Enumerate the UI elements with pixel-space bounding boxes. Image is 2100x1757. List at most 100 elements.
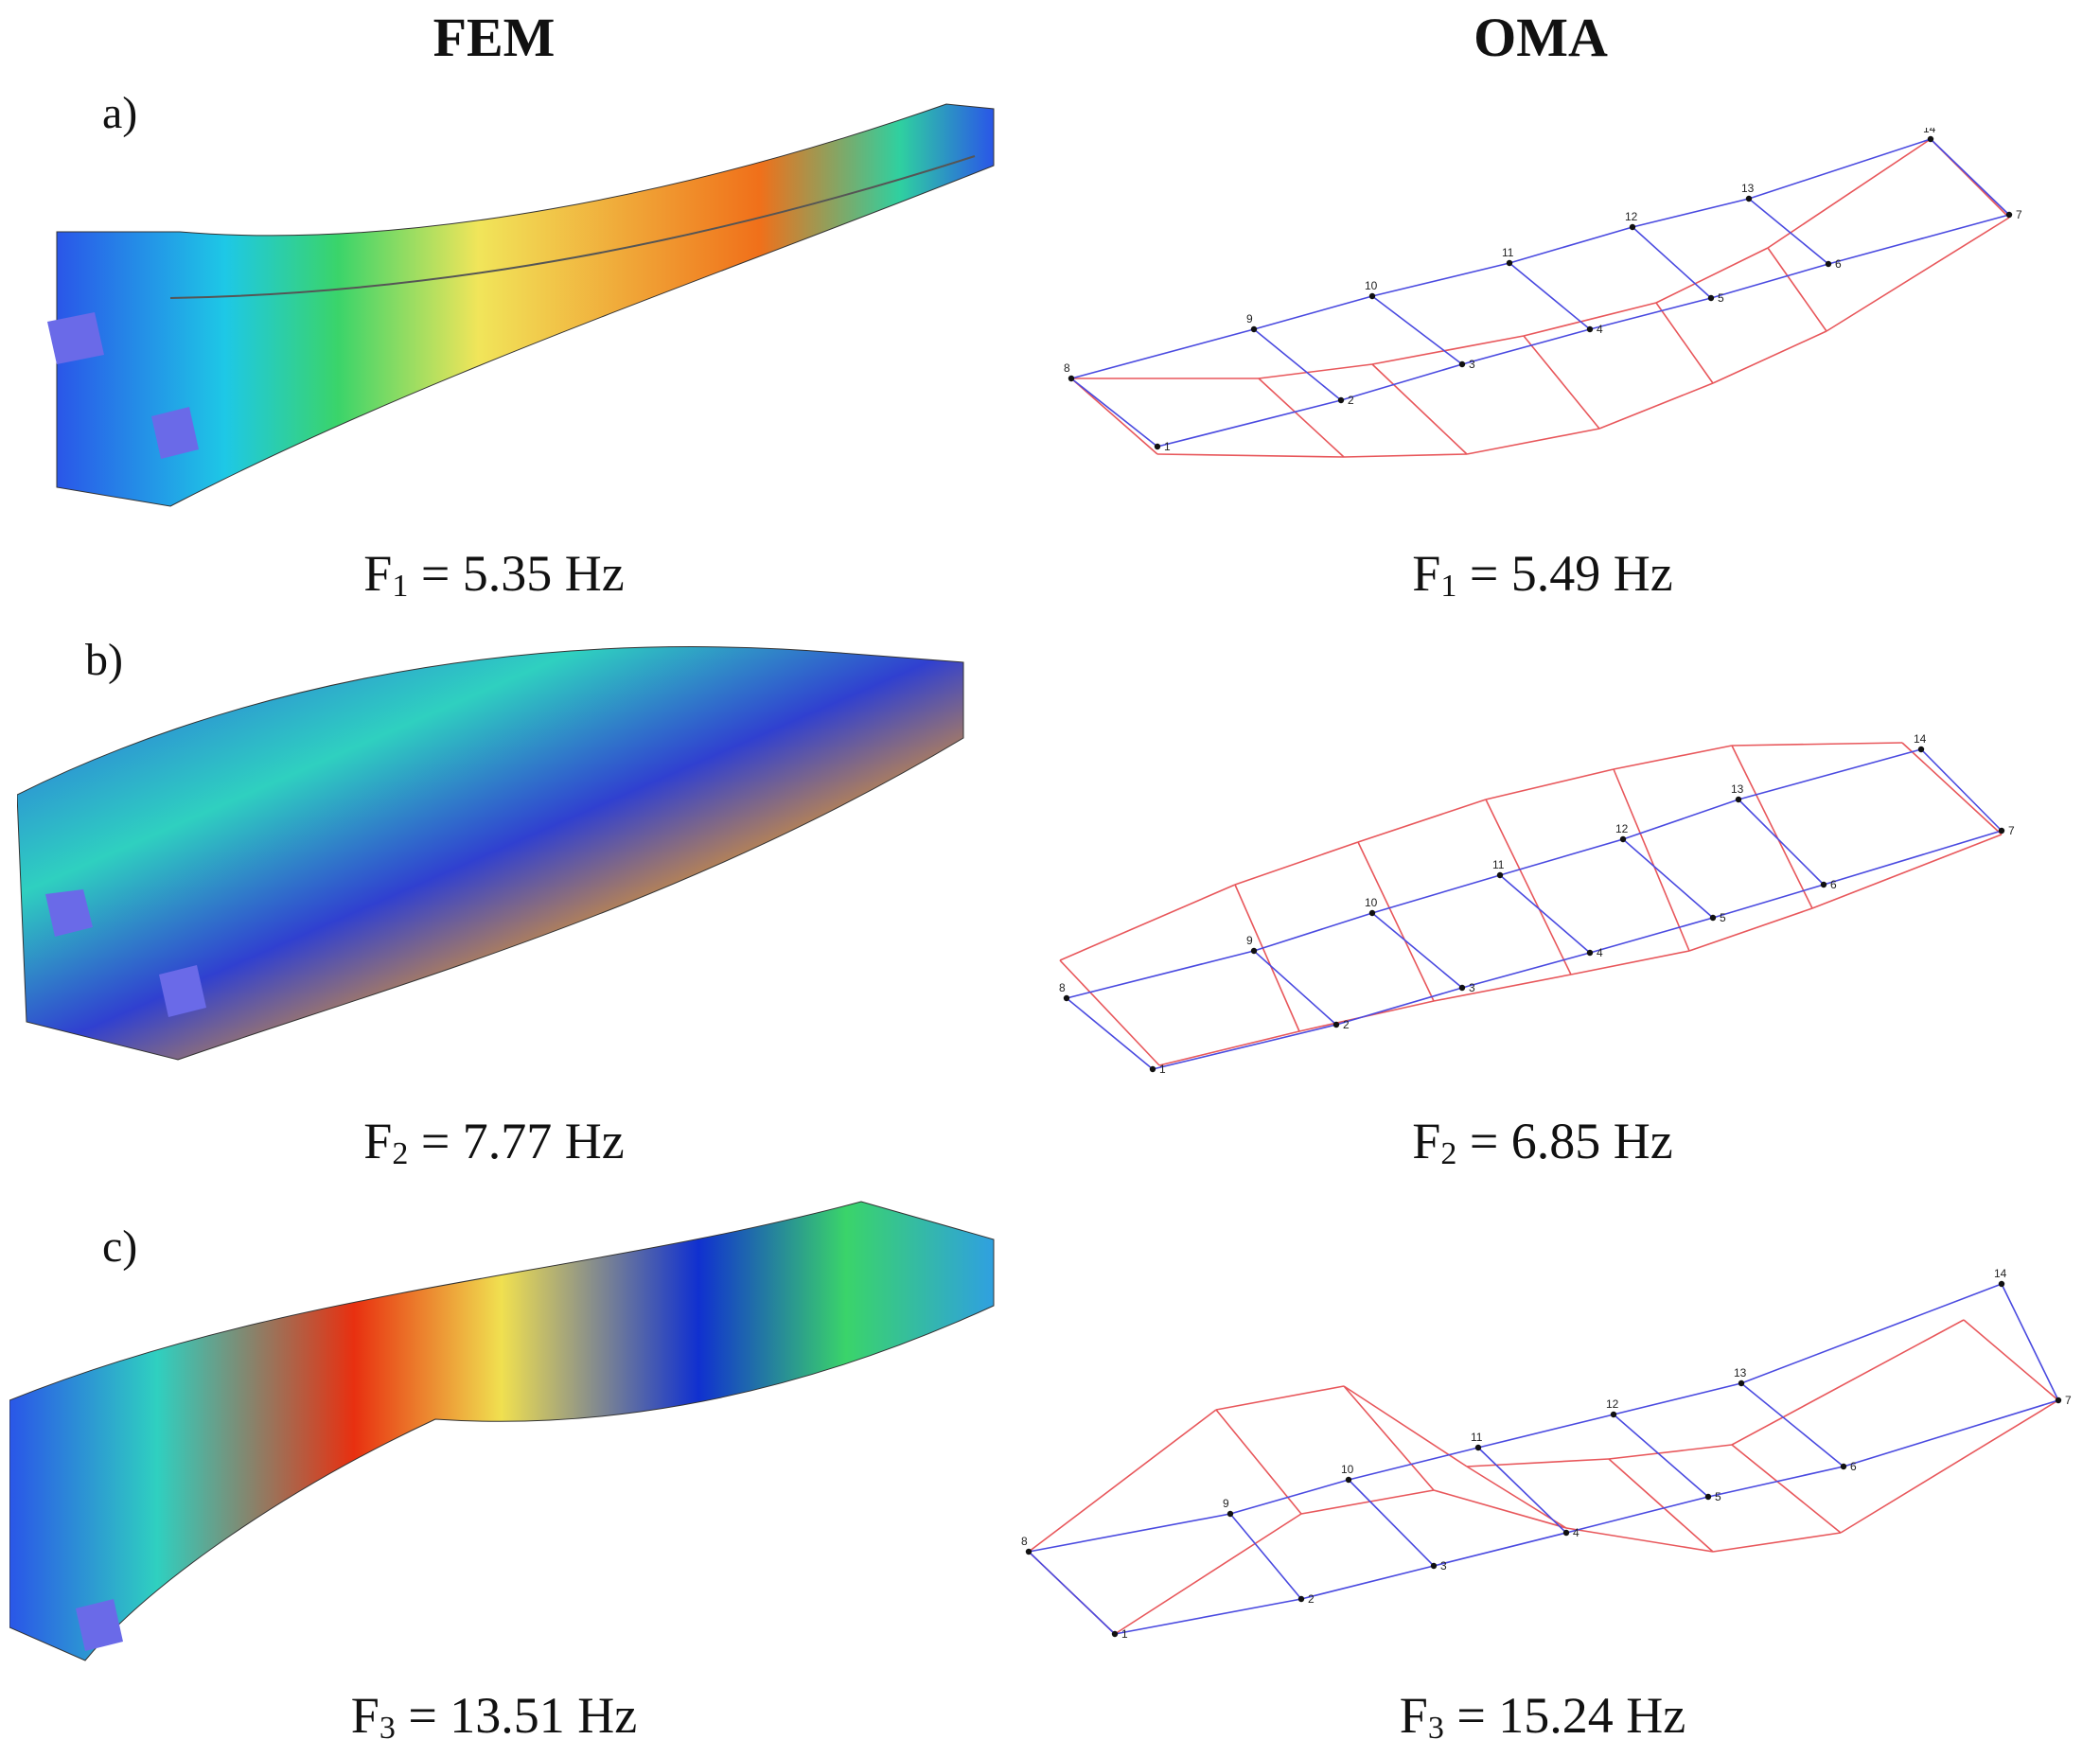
node-label-13: 13 xyxy=(1734,1366,1747,1379)
oma-frequency-1: F1 = 5.49 Hz xyxy=(1412,545,1673,604)
node-label-2: 2 xyxy=(1343,1018,1350,1031)
node-12 xyxy=(1629,223,1636,231)
node-4 xyxy=(1562,1529,1570,1537)
node-label-4: 4 xyxy=(1597,323,1603,336)
node-label-14: 14 xyxy=(1923,128,1936,135)
node-label-5: 5 xyxy=(1715,1490,1721,1503)
node-label-5: 5 xyxy=(1720,911,1726,924)
node-14 xyxy=(1917,746,1925,753)
fem-frequency-2: F2 = 7.77 Hz xyxy=(363,1113,625,1171)
node-label-9: 9 xyxy=(1246,312,1253,325)
node-7 xyxy=(2005,211,2013,219)
node-label-9: 9 xyxy=(1246,934,1253,947)
node-label-9: 9 xyxy=(1223,1497,1229,1510)
node-1 xyxy=(1154,443,1161,450)
node-13 xyxy=(1738,1379,1745,1387)
oma-column-header: OMA xyxy=(1474,7,1608,68)
node-label-10: 10 xyxy=(1365,896,1378,909)
node-2 xyxy=(1337,396,1345,404)
node-label-5: 5 xyxy=(1718,291,1724,305)
node-label-1: 1 xyxy=(1159,1063,1166,1076)
node-7 xyxy=(2055,1397,2062,1404)
node-9 xyxy=(1250,325,1258,333)
node-11 xyxy=(1506,259,1513,267)
node-2 xyxy=(1297,1595,1305,1603)
fem-mode-shape-1 xyxy=(47,103,995,507)
node-label-8: 8 xyxy=(1059,981,1066,994)
node-label-14: 14 xyxy=(1994,1267,2007,1280)
node-label-6: 6 xyxy=(1835,257,1842,271)
node-label-10: 10 xyxy=(1341,1463,1354,1476)
node-3 xyxy=(1430,1562,1438,1570)
node-6 xyxy=(1840,1463,1847,1470)
node-label-13: 13 xyxy=(1731,782,1744,796)
node-5 xyxy=(1704,1493,1712,1501)
node-8 xyxy=(1025,1548,1032,1555)
node-8 xyxy=(1068,375,1075,382)
node-label-12: 12 xyxy=(1615,822,1629,835)
fem-mode-shape-3 xyxy=(9,1201,995,1661)
node-14 xyxy=(1927,135,1934,143)
node-label-3: 3 xyxy=(1469,358,1475,371)
node-label-12: 12 xyxy=(1606,1397,1619,1411)
node-7 xyxy=(1998,827,2005,835)
node-label-8: 8 xyxy=(1064,361,1070,375)
node-2 xyxy=(1332,1021,1340,1028)
node-1 xyxy=(1149,1065,1156,1073)
node-14 xyxy=(1998,1280,2005,1288)
node-6 xyxy=(1820,881,1827,888)
node-label-4: 4 xyxy=(1597,946,1603,959)
node-8 xyxy=(1063,994,1070,1002)
node-12 xyxy=(1619,835,1627,843)
node-label-10: 10 xyxy=(1365,279,1378,292)
node-4 xyxy=(1586,325,1594,333)
node-label-11: 11 xyxy=(1492,858,1505,871)
node-11 xyxy=(1496,871,1504,879)
node-9 xyxy=(1226,1510,1234,1518)
node-label-2: 2 xyxy=(1348,394,1354,407)
row-label-c: c) xyxy=(102,1221,138,1272)
fem-frequency-1: F1 = 5.35 Hz xyxy=(363,545,625,604)
node-label-7: 7 xyxy=(2008,824,2015,837)
node-13 xyxy=(1745,195,1753,202)
node-label-7: 7 xyxy=(2016,208,2022,221)
node-label-3: 3 xyxy=(1469,981,1475,994)
node-label-1: 1 xyxy=(1121,1627,1128,1641)
node-label-3: 3 xyxy=(1440,1559,1447,1573)
node-11 xyxy=(1474,1444,1482,1451)
row-label-a: a) xyxy=(102,88,138,138)
oma-frequency-2: F2 = 6.85 Hz xyxy=(1412,1113,1673,1171)
node-1 xyxy=(1111,1630,1119,1638)
node-label-11: 11 xyxy=(1502,246,1514,259)
node-10 xyxy=(1345,1476,1352,1484)
node-label-2: 2 xyxy=(1308,1592,1315,1606)
node-label-1: 1 xyxy=(1164,440,1171,453)
node-3 xyxy=(1458,360,1466,368)
fem-column-header: FEM xyxy=(432,7,556,68)
node-9 xyxy=(1250,947,1258,955)
node-label-12: 12 xyxy=(1625,210,1638,223)
node-10 xyxy=(1368,909,1376,917)
node-12 xyxy=(1610,1411,1617,1418)
node-label-6: 6 xyxy=(1830,878,1837,891)
fem-frequency-3: F3 = 13.51 Hz xyxy=(350,1687,638,1746)
node-label-14: 14 xyxy=(1914,732,1927,746)
node-4 xyxy=(1586,949,1594,957)
node-label-4: 4 xyxy=(1573,1526,1579,1539)
node-13 xyxy=(1735,796,1742,803)
node-label-11: 11 xyxy=(1471,1431,1483,1444)
node-5 xyxy=(1707,294,1715,302)
node-5 xyxy=(1709,914,1717,922)
row-label-b: b) xyxy=(85,635,123,685)
node-10 xyxy=(1368,292,1376,300)
node-label-7: 7 xyxy=(2065,1394,2072,1407)
fem-mode-shape-2 xyxy=(17,646,964,1061)
oma-frequency-3: F3 = 15.24 Hz xyxy=(1399,1687,1686,1746)
node-label-8: 8 xyxy=(1021,1535,1028,1548)
node-6 xyxy=(1825,260,1832,268)
node-label-13: 13 xyxy=(1741,182,1755,195)
node-label-6: 6 xyxy=(1850,1460,1857,1473)
